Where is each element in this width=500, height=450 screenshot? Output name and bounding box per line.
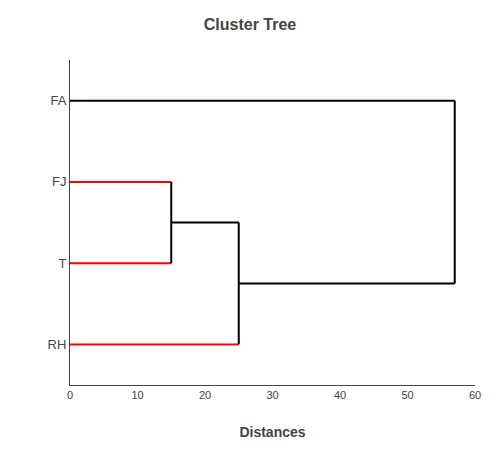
svg-text:T: T (58, 256, 66, 271)
svg-text:0: 0 (67, 389, 73, 401)
svg-text:40: 40 (334, 389, 346, 401)
svg-text:10: 10 (131, 389, 143, 401)
svg-text:RH: RH (48, 337, 67, 352)
svg-text:30: 30 (266, 389, 278, 401)
svg-text:50: 50 (401, 389, 413, 401)
svg-text:FA: FA (50, 93, 66, 108)
svg-text:Cluster Tree: Cluster Tree (204, 16, 297, 33)
svg-text:Distances: Distances (239, 424, 305, 440)
svg-text:60: 60 (469, 389, 481, 401)
svg-text:20: 20 (199, 389, 211, 401)
svg-text:FJ: FJ (52, 174, 66, 189)
